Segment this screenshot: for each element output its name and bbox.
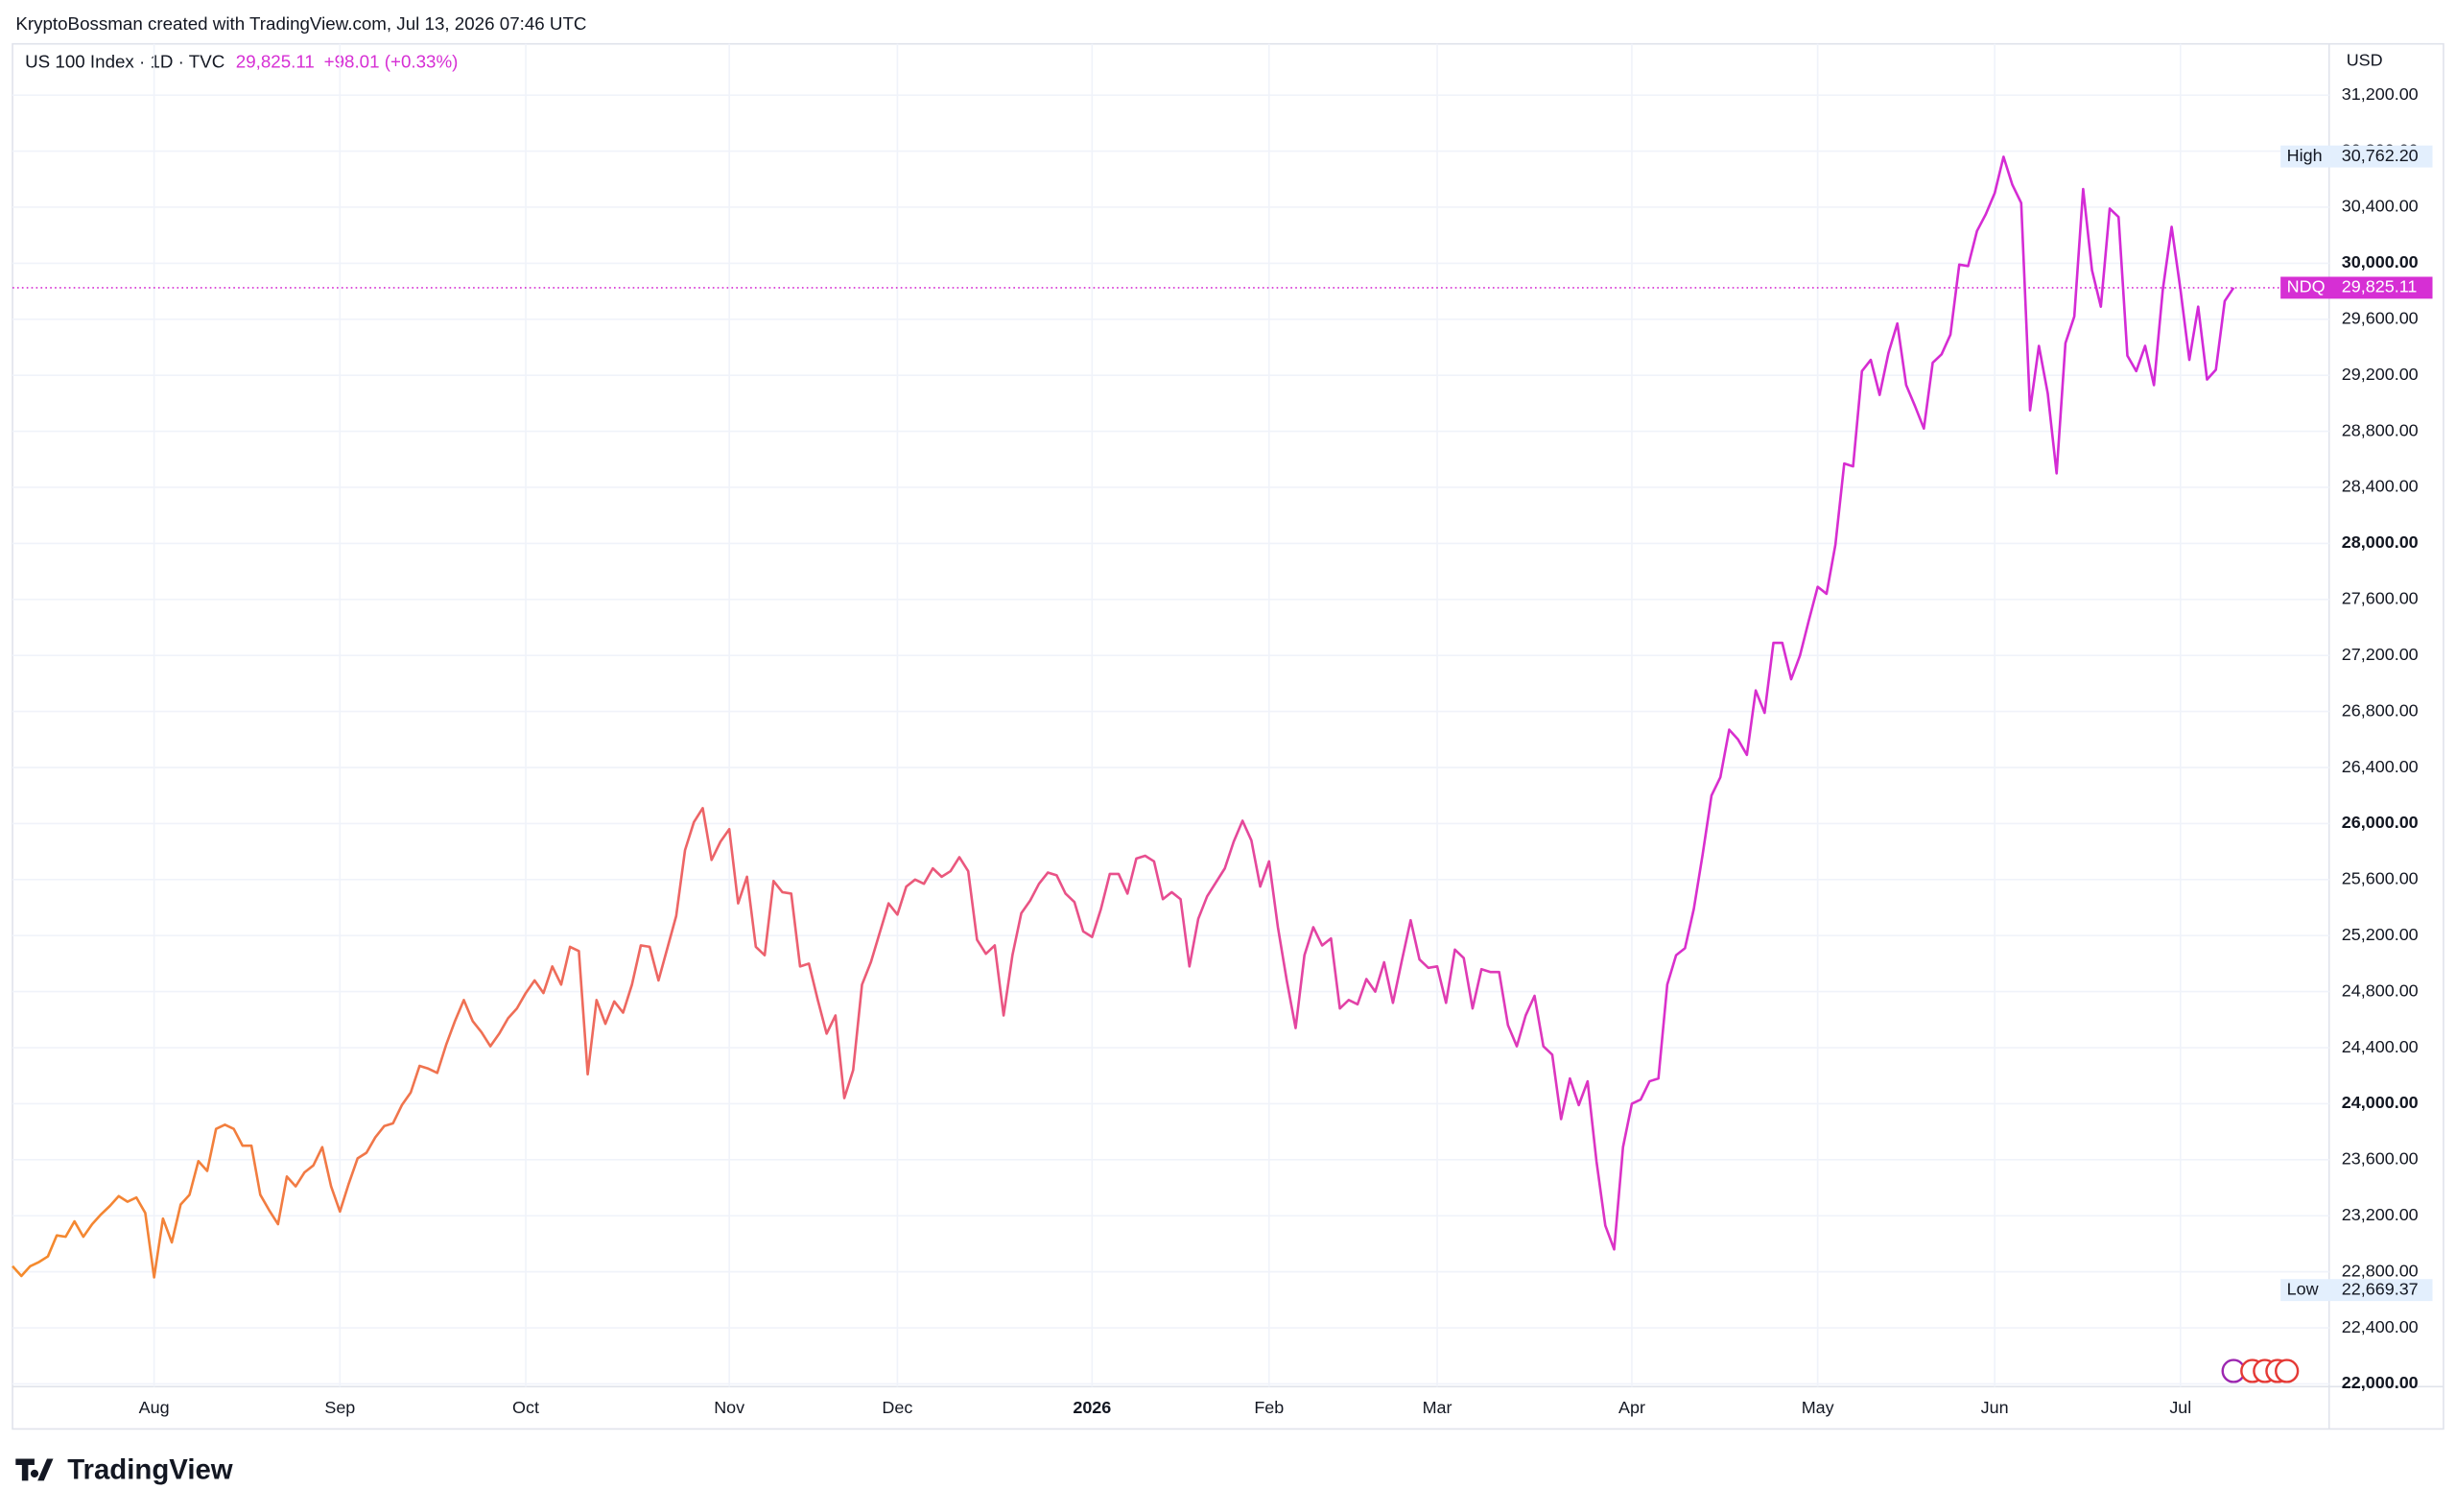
x-tick-label: Sep [324, 1398, 355, 1417]
y-tick-label: 30,000.00 [2342, 252, 2419, 272]
event-icons [2221, 1358, 2300, 1383]
currency: USD [2347, 50, 2383, 69]
low-name: Low [2287, 1279, 2320, 1298]
x-tick-label: Apr [1618, 1398, 1645, 1417]
logo: TradingView [15, 1453, 233, 1485]
y-tick-label: 28,400.00 [2342, 477, 2419, 496]
last-name: NDQ [2287, 277, 2326, 296]
last-value: 29,825.11 [2342, 277, 2418, 296]
y-tick-label: 24,400.00 [2342, 1037, 2419, 1056]
y-tick-label: 26,000.00 [2342, 813, 2419, 832]
frame [12, 42, 2444, 1430]
y-tick-label: 24,800.00 [2342, 980, 2419, 1000]
x-tick-label: Mar [1423, 1398, 1452, 1417]
y-tick-label: 28,800.00 [2342, 420, 2419, 439]
logo-text: TradingView [67, 1453, 233, 1485]
y-tick-label: 27,600.00 [2342, 589, 2419, 608]
y-tick-label: 22,000.00 [2342, 1373, 2419, 1392]
x-tick-label: Nov [714, 1398, 744, 1417]
y-tick-label: 23,200.00 [2342, 1205, 2419, 1224]
y-tick-label: 30,400.00 [2342, 197, 2419, 216]
y-tick-label: 31,200.00 [2342, 84, 2419, 104]
y-tick-label: 29,600.00 [2342, 309, 2419, 328]
low-value: 22,669.37 [2342, 1279, 2419, 1298]
y-tick-label: 27,200.00 [2342, 645, 2419, 664]
symbol: US 100 Index · 1D · TVC [25, 51, 224, 71]
high-label-bg [2280, 145, 2433, 168]
y-tick-label: 23,600.00 [2342, 1149, 2419, 1169]
header: KryptoBossman created with TradingView.c… [15, 13, 586, 34]
change: +98.01 (+0.33%) [324, 51, 459, 71]
high-value: 30,762.20 [2342, 146, 2419, 165]
x-tick-label: Jul [2169, 1398, 2191, 1417]
y-tick-label: 25,600.00 [2342, 869, 2419, 888]
x-tick-label: Jun [1981, 1398, 2009, 1417]
y-tick-label: 26,400.00 [2342, 757, 2419, 776]
x-tick-label: May [1802, 1398, 1834, 1417]
x-tick-label: Aug [139, 1398, 170, 1417]
price-line [12, 155, 2235, 1279]
x-tick-label: Feb [1254, 1398, 1284, 1417]
y-tick-label: 25,200.00 [2342, 925, 2419, 944]
x-tick-label: 2026 [1073, 1398, 1111, 1417]
y-tick-label: 28,000.00 [2342, 532, 2419, 552]
y-tick-label: 22,400.00 [2342, 1317, 2419, 1336]
event-icon [2275, 1358, 2300, 1383]
x-tick-label: Dec [882, 1398, 912, 1417]
low-label-bg [2280, 1279, 2433, 1302]
price: 29,825.11 [236, 51, 315, 71]
y-tick-label: 24,000.00 [2342, 1093, 2419, 1112]
last-label-bg [2280, 276, 2433, 299]
y-tick-label: 29,200.00 [2342, 365, 2419, 384]
high-name: High [2287, 146, 2323, 165]
y-tick-label: 26,800.00 [2342, 700, 2419, 720]
logo-icon [15, 1458, 54, 1481]
y-tick-label: 22,800.00 [2342, 1261, 2419, 1280]
x-tick-label: Oct [512, 1398, 539, 1417]
